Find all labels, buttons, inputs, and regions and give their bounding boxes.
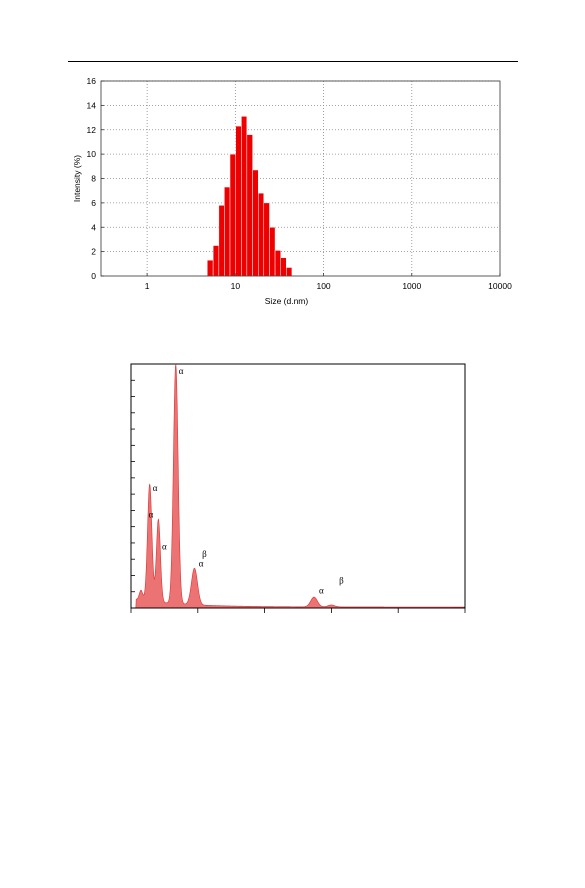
peak-annotation: α — [319, 585, 324, 595]
y-tick-label: 2 — [91, 247, 96, 257]
peak-annotation: α — [199, 559, 204, 569]
y-tick-label: 16 — [87, 76, 97, 86]
peak-annotation: α — [149, 510, 154, 520]
x-axis-label: Size (d.nm) — [265, 296, 309, 306]
y-axis-label: Intensity (%) — [72, 155, 82, 202]
y-tick-label: 12 — [87, 125, 97, 135]
peak-annotation: β — [339, 576, 344, 586]
x-tick-label: 1 — [145, 281, 150, 291]
y-tick-label: 8 — [91, 174, 96, 184]
peak-annotation: α — [153, 483, 158, 493]
y-tick-label: 4 — [91, 222, 96, 232]
y-tick-label: 10 — [87, 149, 97, 159]
peak-annotation: α — [179, 366, 184, 376]
peak-annotation: β — [202, 549, 207, 559]
spectrum-area — [131, 364, 466, 609]
page-header-rule — [68, 61, 518, 62]
y-tick-label: 14 — [87, 100, 97, 110]
peak-annotation: α — [162, 541, 167, 551]
x-tick-label: 10 — [231, 281, 241, 291]
x-tick-label: 10000 — [488, 281, 512, 291]
y-tick-label: 0 — [91, 271, 96, 281]
x-tick-label: 100 — [316, 281, 330, 291]
plot-frame — [130, 363, 466, 609]
y-tick-label: 6 — [91, 198, 96, 208]
x-tick-label: 1000 — [402, 281, 421, 291]
